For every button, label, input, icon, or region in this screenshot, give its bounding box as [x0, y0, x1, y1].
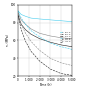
Line: C, 70°C: C, 70°C [18, 15, 72, 75]
Line: B, 50°C: B, 50°C [18, 13, 72, 39]
B, 70°C [17, 12, 19, 13]
B, 50°C [71, 38, 73, 39]
Y-axis label: τᵣ (MPa): τᵣ (MPa) [6, 35, 10, 46]
C, 70°C [39, 60, 40, 62]
A, 70°C [50, 43, 51, 44]
C, 50°C [21, 24, 22, 25]
B, 50°C [21, 19, 22, 20]
C, 70°C [25, 41, 26, 42]
A, 70°C [39, 36, 40, 37]
C, 70°C [50, 69, 51, 70]
C, 50°C [30, 34, 32, 35]
A, 50°C [21, 14, 22, 15]
B, 50°C [39, 33, 40, 34]
C, 50°C [39, 38, 40, 39]
C, 50°C [71, 46, 73, 47]
B, 50°C [25, 24, 26, 25]
B, 70°C [71, 65, 73, 66]
A, 70°C [30, 30, 32, 31]
A, 50°C [61, 20, 62, 21]
B, 50°C [30, 28, 32, 29]
A, 70°C [71, 49, 73, 50]
A, 70°C [17, 10, 19, 11]
A, 50°C [50, 19, 51, 20]
B, 70°C [61, 62, 62, 63]
A, 50°C [71, 21, 73, 22]
Line: A, 50°C: A, 50°C [18, 11, 72, 22]
C, 50°C [25, 29, 26, 30]
C, 50°C [61, 44, 62, 45]
B, 70°C [30, 41, 32, 42]
Legend: A, 50°C, B, 50°C, C, 50°C, A, 70°C, B, 70°C, C, 70°C: A, 50°C, B, 50°C, C, 50°C, A, 70°C, B, 7… [60, 31, 71, 43]
C, 50°C [50, 42, 51, 43]
B, 50°C [50, 35, 51, 37]
C, 70°C [71, 75, 73, 76]
B, 50°C [61, 37, 62, 38]
Line: A, 70°C: A, 70°C [18, 11, 72, 49]
A, 50°C [30, 17, 32, 19]
C, 70°C [17, 15, 19, 16]
A, 50°C [17, 10, 19, 11]
A, 50°C [25, 16, 26, 17]
B, 50°C [17, 12, 19, 13]
C, 70°C [21, 29, 22, 30]
X-axis label: Time (h): Time (h) [39, 83, 51, 87]
A, 70°C [61, 46, 62, 47]
B, 70°C [50, 58, 51, 59]
A, 70°C [25, 24, 26, 25]
A, 70°C [21, 17, 22, 19]
C, 70°C [30, 51, 32, 52]
Line: C, 50°C: C, 50°C [18, 15, 72, 47]
C, 50°C [17, 15, 19, 16]
C, 70°C [61, 73, 62, 74]
B, 70°C [21, 24, 22, 25]
B, 70°C [39, 50, 40, 51]
B, 70°C [25, 33, 26, 34]
A, 50°C [39, 18, 40, 20]
Line: B, 70°C: B, 70°C [18, 13, 72, 65]
